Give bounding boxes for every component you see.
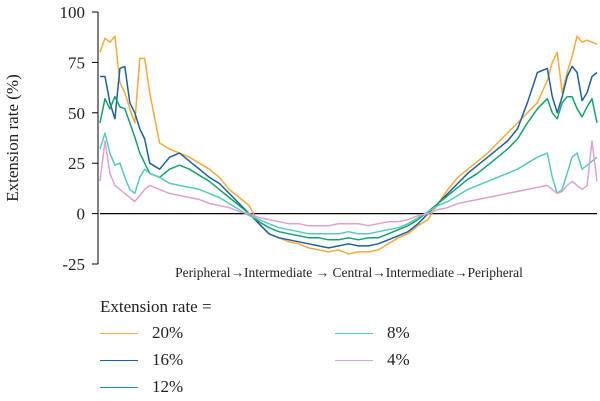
legend-swatch: [335, 333, 373, 334]
y-tick-label: 50: [68, 104, 85, 123]
legend-item-20: 20%: [100, 323, 260, 343]
legend-swatch: [100, 333, 138, 334]
legend-label: 8%: [387, 323, 410, 342]
y-tick-label: 75: [68, 53, 85, 72]
y-tick-label: 25: [68, 154, 85, 173]
y-tick-label: -25: [62, 255, 85, 274]
series-line-8: [99, 132, 598, 235]
legend-label: 16%: [152, 350, 184, 369]
legend-label: 12%: [152, 377, 184, 396]
y-tick-label: 100: [60, 3, 86, 22]
y-tick-label: 0: [77, 205, 86, 224]
legend-item-8: 8%: [335, 323, 495, 343]
legend-swatch: [100, 360, 138, 361]
legend-item-4: 4%: [335, 350, 495, 370]
y-axis-title: Extension rate (%): [3, 74, 22, 201]
y-axis: -25 0 25 50 75 100: [60, 3, 99, 274]
series-line-4: [99, 140, 598, 227]
legend-swatch: [335, 360, 373, 361]
legend-title: Extension rate =: [100, 297, 212, 316]
legend-label: 20%: [152, 323, 184, 342]
legend-swatch: [100, 387, 138, 388]
legend-item-16: 16%: [100, 350, 260, 370]
series-line-16: [100, 65, 598, 249]
legend-label: 4%: [387, 350, 410, 369]
series-line-20: [99, 35, 598, 255]
x-axis-title: Peripheral→Intermediate → Central→Interm…: [175, 265, 523, 280]
series-layer: [99, 35, 598, 255]
legend-item-12: 12%: [100, 377, 260, 397]
